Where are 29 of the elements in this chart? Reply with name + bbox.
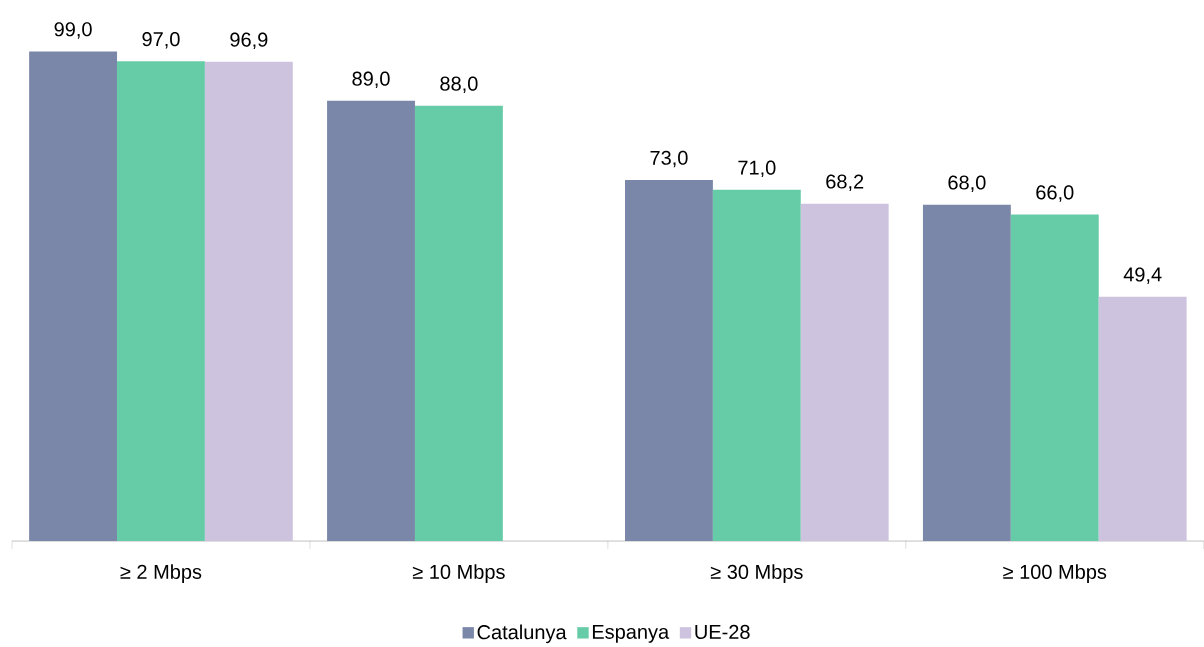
bar [800, 203, 889, 541]
bar [922, 204, 1011, 541]
bar [327, 100, 415, 541]
data-label: 96,9 [230, 32, 268, 50]
bar [414, 105, 503, 541]
legend-label: Espanya [592, 625, 670, 643]
data-label: 97,0 [142, 32, 180, 49]
data-label: 73,0 [650, 150, 688, 168]
bar [204, 61, 293, 541]
bar [625, 180, 713, 541]
x-tick-label: ≥ 30 Mbps [710, 564, 803, 583]
bar [1010, 214, 1099, 541]
bar [1098, 296, 1187, 541]
bar [712, 189, 801, 541]
legend-label: UE-28 [695, 624, 750, 640]
x-tick-label: ≥ 2 Mbps [120, 564, 202, 583]
data-label: 88,0 [440, 76, 478, 94]
data-label: 66,0 [1036, 185, 1074, 202]
data-label: 99,0 [54, 22, 92, 39]
bar [29, 51, 118, 541]
x-tick-label: ≥ 10 Mbps [412, 564, 505, 583]
data-label: 68,0 [948, 175, 986, 193]
bar [117, 61, 205, 541]
legend-label: Catalunya [477, 624, 567, 644]
data-label: 68,2 [826, 174, 864, 192]
data-label: 71,0 [738, 160, 776, 178]
data-label: 89,0 [352, 71, 390, 89]
x-tick-label: ≥ 100 Mbps [1003, 564, 1107, 583]
data-label: 49,4 [1123, 267, 1162, 284]
